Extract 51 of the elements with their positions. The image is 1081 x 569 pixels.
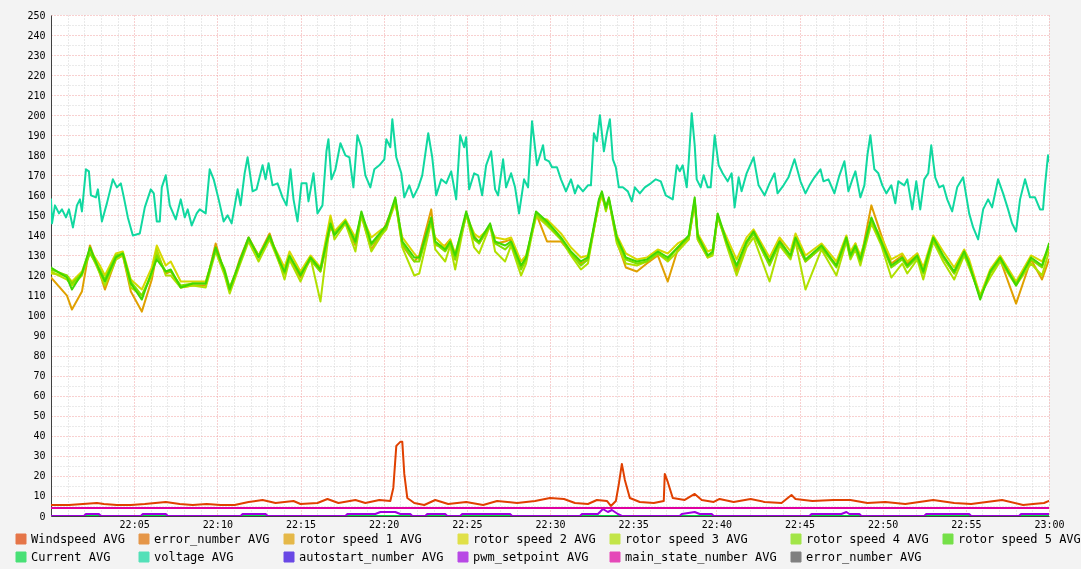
- y-tick-label: 90: [33, 330, 46, 342]
- y-tick-label: 20: [33, 470, 46, 482]
- y-tick-label: 80: [33, 350, 46, 362]
- legend-label: error_number AVG: [806, 550, 922, 564]
- y-tick-label: 100: [27, 310, 46, 322]
- legend-label: Current AVG: [31, 550, 111, 564]
- x-tick-label: 22:35: [618, 518, 649, 530]
- y-tick-label: 150: [27, 209, 46, 221]
- y-tick-label: 110: [27, 290, 46, 302]
- y-tick-label: 40: [33, 430, 46, 442]
- y-tick-label: 230: [27, 49, 46, 61]
- legend-label: rotor speed 4 AVG: [806, 532, 929, 546]
- legend-label: autostart_number AVG: [299, 550, 444, 564]
- x-tick-label: 22:55: [951, 518, 982, 530]
- y-tick-label: 30: [33, 450, 46, 462]
- legend-label: Windspeed AVG: [31, 532, 125, 546]
- x-tick-label: 22:50: [868, 518, 899, 530]
- y-tick-label: 60: [33, 390, 46, 402]
- legend-label: error_number AVG: [154, 532, 270, 546]
- x-tick-label: 22:20: [369, 518, 400, 530]
- y-tick-label: 160: [27, 189, 46, 201]
- y-tick-label: 170: [27, 169, 46, 181]
- legend-label: rotor speed 2 AVG: [473, 532, 596, 546]
- x-tick-label: 22:45: [784, 518, 816, 530]
- y-tick-label: 10: [33, 490, 46, 502]
- y-tick-label: 70: [33, 370, 46, 382]
- y-tick-label: 0: [39, 510, 46, 522]
- legend-label: main_state_number AVG: [625, 550, 777, 564]
- y-tick-label: 140: [27, 229, 46, 241]
- x-tick-label: 22:10: [202, 518, 233, 530]
- legend-label: rotor speed 3 AVG: [625, 532, 748, 546]
- legend-label: rotor speed 1 AVG: [299, 532, 422, 546]
- x-tick-label: 22:15: [285, 518, 317, 530]
- legend-label: rotor speed 5 AVG: [958, 532, 1081, 546]
- y-tick-label: 240: [27, 29, 46, 41]
- y-tick-label: 130: [27, 249, 46, 261]
- y-tick-label: 180: [27, 149, 46, 161]
- x-tick-label: 23:00: [1034, 518, 1065, 530]
- y-tick-label: 190: [27, 129, 46, 141]
- x-tick-label: 22:25: [452, 518, 483, 530]
- x-tick-label: 22:05: [119, 518, 150, 530]
- legend-label: voltage AVG: [154, 550, 234, 564]
- y-tick-label: 120: [27, 270, 46, 282]
- x-tick-label: 22:40: [701, 518, 732, 530]
- y-tick-label: 50: [33, 410, 46, 422]
- y-tick-label: 200: [27, 109, 46, 121]
- y-tick-label: 210: [27, 89, 46, 101]
- x-tick-label: 22:30: [535, 518, 566, 530]
- y-tick-label: 220: [27, 69, 46, 81]
- legend-label: pwm_setpoint AVG: [473, 550, 589, 564]
- y-tick-label: 250: [27, 9, 46, 21]
